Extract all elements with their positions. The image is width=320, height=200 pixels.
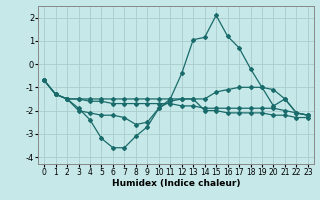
X-axis label: Humidex (Indice chaleur): Humidex (Indice chaleur): [112, 179, 240, 188]
